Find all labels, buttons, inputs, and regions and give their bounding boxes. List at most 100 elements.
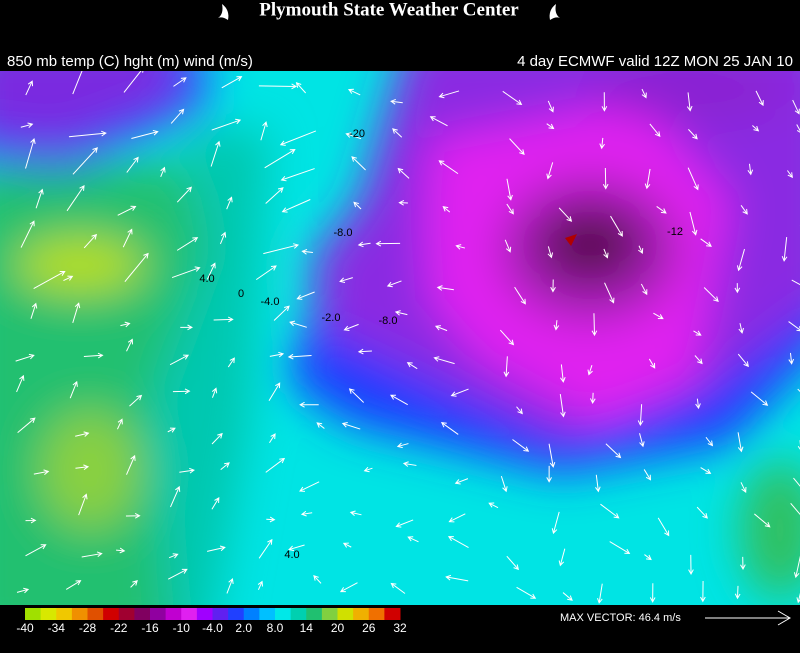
- wind-arrow: [649, 123, 661, 138]
- wind-arrow: [500, 475, 508, 493]
- wind-arrow: [265, 457, 286, 473]
- wind-arrow: [445, 574, 469, 582]
- colorbar-label: 20: [331, 621, 345, 635]
- low-marker: [565, 234, 577, 246]
- wind-arrow: [339, 277, 353, 283]
- wind-arrow: [450, 388, 469, 397]
- wind-arrow: [406, 362, 418, 370]
- wind-arrow: [734, 283, 741, 294]
- max-vector: MAX VECTOR: 46.4 m/s: [560, 612, 681, 624]
- wind-arrow: [512, 439, 530, 452]
- wind-arrow: [226, 196, 233, 210]
- colorbar-swatch: [103, 608, 120, 620]
- wind-arrow: [436, 285, 454, 291]
- wind-arrow: [255, 265, 277, 281]
- colorbar-swatch: [384, 608, 401, 620]
- contour-label: -20: [349, 128, 365, 140]
- colorbar-swatch: [243, 608, 260, 620]
- wind-arrow: [738, 323, 744, 334]
- colorbar-swatch: [353, 608, 370, 620]
- colorbar-label: 8.0: [267, 621, 284, 635]
- wind-arrow: [129, 394, 143, 407]
- wind-arrow: [25, 517, 37, 524]
- wind-arrow: [269, 433, 276, 444]
- colorbar-label: 26: [362, 621, 376, 635]
- wind-arrow: [347, 88, 361, 96]
- wind-arrow: [83, 233, 98, 249]
- wind-arrow: [169, 354, 190, 366]
- wind-arrow: [589, 392, 596, 404]
- wind-arrow: [221, 76, 243, 89]
- colorbar: -40 -34 -28 -22 -16 -10 -4.0 2.0 8.0 14 20 26 32: [16, 608, 407, 635]
- wind-arrow: [516, 586, 537, 599]
- wind-arrow: [268, 382, 281, 402]
- wind-arrow: [438, 90, 460, 99]
- wind-arrow: [640, 283, 648, 296]
- wind-arrow: [357, 348, 372, 355]
- wind-arrow: [438, 160, 459, 175]
- wind-arrow: [125, 513, 141, 519]
- wind-arrow: [643, 469, 652, 481]
- wind-arrow: [69, 380, 78, 399]
- wind-arrow: [343, 323, 359, 331]
- wind-arrow: [433, 356, 455, 365]
- contour-label: 4.0: [284, 549, 299, 561]
- wind-arrow: [605, 443, 622, 459]
- wind-arrow: [348, 388, 365, 403]
- wind-arrow: [553, 320, 560, 331]
- wind-arrow: [260, 121, 268, 141]
- wind-arrow: [392, 128, 403, 138]
- wind-arrow: [602, 168, 609, 190]
- wind-arrow: [226, 578, 234, 594]
- wind-arrow: [266, 516, 276, 523]
- wind-arrow: [25, 80, 34, 96]
- contour-label: 0: [238, 288, 244, 300]
- wind-arrow: [375, 240, 401, 247]
- wind-arrow: [560, 364, 566, 383]
- wind-arrow: [339, 582, 358, 593]
- wind-arrow: [179, 467, 195, 474]
- wind-arrow: [116, 547, 126, 554]
- wind-arrow: [454, 478, 469, 485]
- wind-arrow: [791, 279, 800, 286]
- product-label: 850 mb temp (C) hght (m) wind (m/s): [7, 53, 253, 70]
- wind-arrow: [33, 469, 50, 475]
- wind-arrow: [793, 477, 800, 487]
- wind-arrow: [75, 464, 90, 471]
- contour-label: 4.0: [199, 273, 214, 285]
- wind-arrow: [695, 398, 701, 410]
- wind-arrow: [299, 481, 320, 492]
- wind-arrow: [171, 266, 201, 279]
- wind-arrow: [211, 497, 220, 510]
- wind-arrow: [448, 513, 466, 523]
- wind-arrow: [170, 485, 181, 508]
- wind-arrow: [796, 592, 800, 604]
- wind-arrow: [25, 137, 36, 169]
- wind-arrow: [363, 466, 373, 473]
- wind-arrow: [694, 355, 703, 365]
- wind-arrow: [736, 248, 745, 272]
- wind-arrow: [83, 352, 104, 359]
- wind-arrow: [546, 465, 552, 483]
- wind-arrow: [68, 130, 107, 138]
- wind-arrow: [263, 243, 299, 255]
- wind-arrow: [341, 422, 361, 430]
- wind-arrow: [63, 275, 74, 282]
- wind-arrow: [700, 467, 712, 474]
- colorbar-swatch: [150, 608, 167, 620]
- wind-arrow: [280, 168, 315, 182]
- wind-arrow: [737, 353, 749, 368]
- colorbar-label: -28: [79, 621, 97, 635]
- wind-arrow: [390, 394, 408, 406]
- wind-arrow: [637, 404, 644, 427]
- wind-arrow: [693, 330, 702, 336]
- wind-arrow: [734, 585, 741, 600]
- wind-arrow: [211, 118, 242, 131]
- wind-arrow: [65, 580, 82, 590]
- colorbar-label: -40: [16, 621, 34, 635]
- wind-arrow: [168, 553, 179, 559]
- wind-arrow: [737, 432, 744, 453]
- wind-arrow: [72, 71, 83, 95]
- wind-arrow: [790, 503, 800, 519]
- colorbar-swatch: [196, 608, 213, 620]
